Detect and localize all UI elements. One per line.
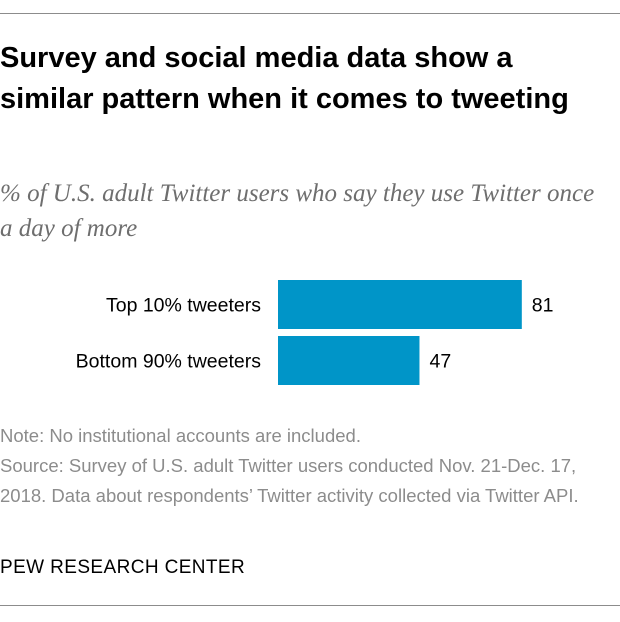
bar-chart-svg: Top 10% tweeters 81 Bottom 90% tweeters 47 bbox=[76, 280, 554, 385]
chart-title: Survey and social media data show a simi… bbox=[0, 42, 569, 115]
bottom-rule bbox=[0, 605, 620, 606]
data-label: 81 bbox=[532, 295, 554, 317]
bar bbox=[278, 336, 420, 385]
category-label: Bottom 90% tweeters bbox=[76, 351, 262, 373]
top-rule bbox=[0, 13, 620, 14]
bar-chart: Top 10% tweeters 81 Bottom 90% tweeters 47 bbox=[0, 270, 620, 400]
source-text: Source: Survey of U.S. adult Twitter use… bbox=[0, 455, 579, 506]
category-label: Top 10% tweeters bbox=[106, 295, 261, 317]
bar bbox=[278, 280, 522, 329]
note-text: Note: No institutional accounts are incl… bbox=[0, 425, 361, 446]
chart-notes: Note: No institutional accounts are incl… bbox=[0, 421, 600, 511]
organization-credit: PEW RESEARCH CENTER bbox=[0, 557, 246, 578]
data-label: 47 bbox=[429, 351, 451, 373]
chart-subtitle: % of U.S. adult Twitter users who say th… bbox=[0, 180, 595, 242]
